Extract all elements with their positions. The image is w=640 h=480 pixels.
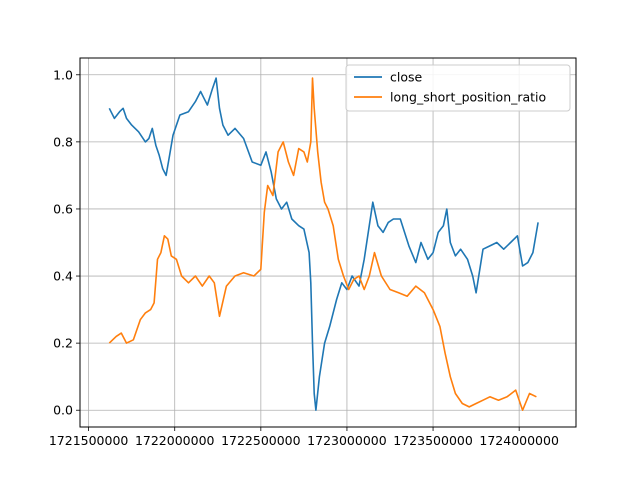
legend-label: long_short_position_ratio	[390, 90, 546, 105]
x-tick-label: 1724000000	[479, 433, 559, 448]
y-tick-label: 1.0	[53, 67, 73, 82]
legend-box	[345, 64, 571, 112]
y-tick-label: 0.0	[53, 403, 73, 418]
y-tick-label: 0.4	[53, 269, 73, 284]
x-axis: 1721500000 1722000000 1722500000 1723000000…	[49, 427, 559, 448]
legend: close long_short_position_ratio	[345, 64, 571, 112]
legend-label: close	[390, 70, 423, 85]
x-tick-label: 1723000000	[307, 433, 387, 448]
series-line-long-short-position-ratio	[108, 77, 537, 412]
y-tick-label: 0.6	[53, 201, 73, 216]
grid	[80, 58, 576, 427]
y-axis: 0.0 0.2 0.4 0.6 0.8 1.0	[53, 67, 80, 418]
x-tick-label: 1722500000	[221, 433, 301, 448]
y-tick-label: 0.8	[53, 134, 73, 149]
y-tick-label: 0.2	[53, 336, 73, 351]
x-tick-label: 1723500000	[393, 433, 473, 448]
x-tick-label: 1721500000	[49, 433, 129, 448]
plot-frame	[79, 57, 577, 428]
series-layer	[108, 77, 539, 412]
series-line-close	[108, 77, 539, 412]
x-tick-label: 1722000000	[135, 433, 215, 448]
